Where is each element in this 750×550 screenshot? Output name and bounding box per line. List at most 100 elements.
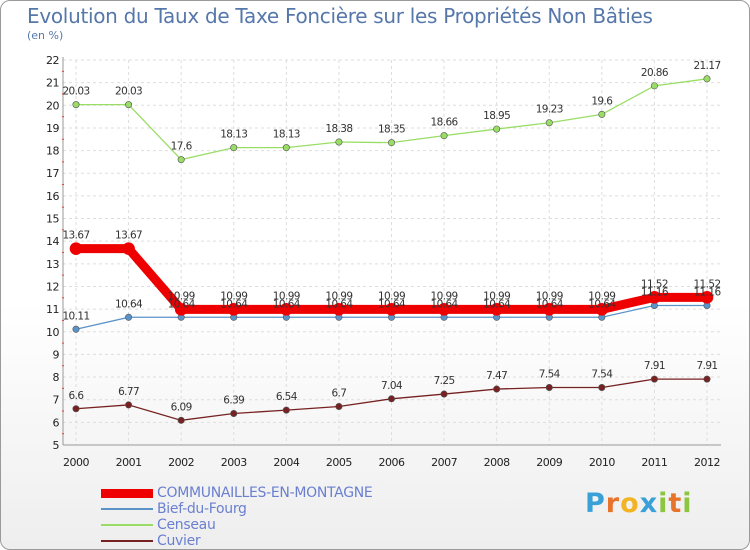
y-tick-label: 14 <box>46 235 59 248</box>
data-label: 18.95 <box>483 110 510 122</box>
series-point <box>648 291 661 304</box>
logo-letter: i <box>658 488 669 519</box>
series-point <box>177 416 185 424</box>
data-label: 10.64 <box>431 298 459 310</box>
data-label: 11.16 <box>693 286 721 298</box>
legend-label: Bief-du-Fourg <box>157 501 247 517</box>
series-point <box>227 303 241 316</box>
x-tick-label: 2008 <box>484 456 510 469</box>
legend-label: Cuvier <box>157 533 201 549</box>
y-tick-label: 7 <box>53 394 60 407</box>
data-label: 13.67 <box>115 230 142 242</box>
x-tick-label: 2007 <box>431 456 457 469</box>
legend-item: COMMUNAILLES-EN-MONTAGNE <box>101 485 521 501</box>
series-point <box>280 303 293 316</box>
x-tick-label: 2004 <box>273 456 299 469</box>
series-point <box>437 303 451 316</box>
legend-item: Censeau <box>101 517 521 533</box>
series-point <box>72 405 80 413</box>
series-point <box>125 313 133 321</box>
y-tick-label: 6 <box>53 416 60 429</box>
data-label: 6.6 <box>69 390 85 402</box>
y-tick-label: 8 <box>53 371 60 384</box>
legend-item: Bief-du-Fourg <box>101 501 521 517</box>
data-label: 18.13 <box>273 129 300 141</box>
legend-swatch <box>101 524 153 526</box>
x-tick-label: 2012 <box>694 456 720 469</box>
data-label: 10.64 <box>536 298 564 310</box>
x-tick-label: 2000 <box>63 456 89 469</box>
data-label: 7.25 <box>434 375 455 387</box>
data-label: 18.38 <box>325 123 352 135</box>
data-label: 11.52 <box>641 278 668 290</box>
legend-swatch <box>101 540 153 542</box>
x-tick-label: 2011 <box>641 456 667 469</box>
series-point <box>545 383 553 391</box>
logo-letter: x <box>639 488 659 519</box>
data-label: 7.91 <box>644 360 665 372</box>
y-tick-label: 22 <box>46 54 59 67</box>
x-tick-label: 2003 <box>221 456 247 469</box>
logo-letter: o <box>620 488 640 519</box>
legend-swatch <box>101 508 153 510</box>
y-tick-label: 5 <box>53 439 60 452</box>
series-point <box>335 138 343 146</box>
series-point <box>230 144 238 152</box>
series-point <box>332 303 346 316</box>
legend-label: Censeau <box>157 517 216 533</box>
logo-letter: P <box>585 488 606 519</box>
y-tick-label: 10 <box>46 326 59 339</box>
data-label: 7.54 <box>539 368 561 380</box>
series-point <box>335 402 343 410</box>
logo-letter: r <box>605 488 621 519</box>
data-label: 10.99 <box>220 290 247 302</box>
data-label: 11.52 <box>693 278 720 290</box>
y-tick-label: 13 <box>46 258 59 271</box>
series-point <box>700 291 714 304</box>
x-tick-label: 2009 <box>536 456 562 469</box>
series-point <box>282 406 290 414</box>
y-tick-label: 15 <box>46 213 59 226</box>
x-tick-label: 2005 <box>326 456 352 469</box>
data-label: 10.99 <box>168 290 195 302</box>
data-label: 20.86 <box>641 67 669 79</box>
legend-swatch <box>101 488 153 498</box>
data-label: 10.99 <box>378 290 405 302</box>
data-label: 10.99 <box>483 290 510 302</box>
series-point <box>69 242 83 255</box>
y-tick-label: 17 <box>46 167 59 180</box>
data-label: 17.6 <box>171 141 193 153</box>
data-label: 21.17 <box>693 60 720 72</box>
series-point <box>72 101 80 109</box>
y-tick-label: 18 <box>46 145 59 158</box>
series-point <box>493 385 501 393</box>
series-point <box>598 383 606 391</box>
data-label: 19.23 <box>536 104 563 116</box>
chart-subtitle: (en %) <box>27 29 64 42</box>
series-point <box>387 395 395 403</box>
data-label: 20.03 <box>115 86 142 98</box>
data-label: 10.64 <box>588 298 616 310</box>
proxiti-logo: Proxiti <box>585 488 693 519</box>
series-point <box>230 410 238 418</box>
data-label: 10.64 <box>115 298 143 310</box>
data-label: 10.99 <box>588 290 615 302</box>
data-label: 10.99 <box>325 290 352 302</box>
data-label: 19.6 <box>591 95 613 107</box>
series-point <box>490 303 503 316</box>
data-label: 6.54 <box>276 391 298 403</box>
x-tick-label: 2002 <box>168 456 194 469</box>
y-tick-label: 16 <box>46 190 59 203</box>
data-label: 7.91 <box>697 360 718 372</box>
y-tick-label: 21 <box>46 77 59 90</box>
data-label: 10.64 <box>168 298 196 310</box>
legend-item: Cuvier <box>101 533 521 549</box>
logo-letter: t <box>668 488 683 519</box>
y-tick-label: 19 <box>46 122 59 135</box>
y-tick-label: 20 <box>46 99 59 112</box>
chart-title: Evolution du Taux de Taxe Foncière sur l… <box>27 4 653 28</box>
data-label: 10.64 <box>220 298 248 310</box>
data-label: 20.03 <box>62 86 89 98</box>
data-label: 10.64 <box>325 298 353 310</box>
